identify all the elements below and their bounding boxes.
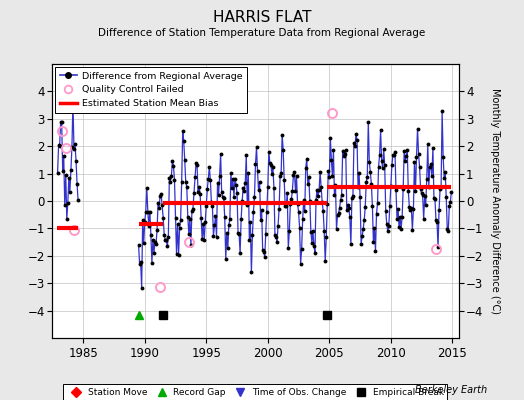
Text: Difference of Station Temperature Data from Regional Average: Difference of Station Temperature Data f… bbox=[99, 28, 425, 38]
Legend: Station Move, Record Gap, Time of Obs. Change, Empirical Break: Station Move, Record Gap, Time of Obs. C… bbox=[63, 384, 447, 400]
Text: Berkeley Earth: Berkeley Earth bbox=[415, 385, 487, 395]
Y-axis label: Monthly Temperature Anomaly Difference (°C): Monthly Temperature Anomaly Difference (… bbox=[490, 88, 500, 314]
Text: HARRIS FLAT: HARRIS FLAT bbox=[213, 10, 311, 25]
